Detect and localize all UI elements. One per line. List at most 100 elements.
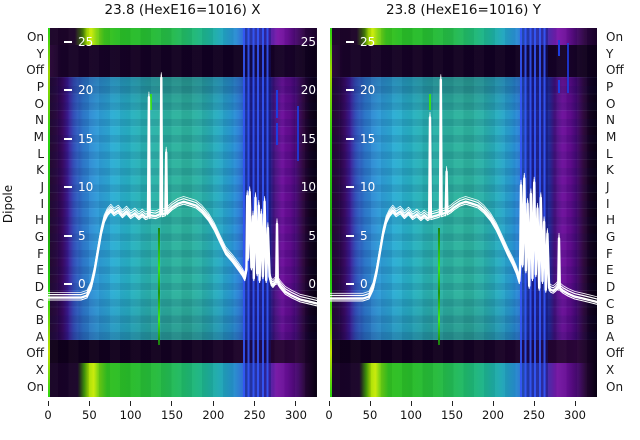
overlay-trace-y [330, 74, 597, 305]
overlay-trace-x [48, 72, 317, 307]
tick-dash [346, 41, 354, 43]
heatmap-bottom-band [330, 363, 597, 397]
row-label: P [36, 79, 44, 94]
tick-dash [346, 234, 354, 237]
x-tick: 150 [437, 401, 467, 429]
value-ticks-right-panel: 25 20 15 10 5 0 [346, 35, 375, 291]
row-label: G [606, 229, 616, 244]
tick-mark [254, 401, 256, 406]
row-label: F [37, 246, 44, 261]
row-label: L [37, 146, 44, 161]
row-label: M [33, 129, 44, 144]
row-labels-left: On Y Off P O N M L K J I H G F E D C B A Off X On [0, 31, 44, 394]
row-label: On [606, 30, 624, 44]
row-label: Y [36, 46, 44, 61]
heatmap-panel-y [330, 28, 597, 397]
heatmap-left-edge-line [48, 28, 50, 397]
row-label: C [35, 296, 44, 311]
row-label: X [35, 363, 44, 378]
x-axis-left-panel: 0 50 100 150 200 250 300 [33, 401, 311, 429]
row-label: K [606, 163, 614, 178]
row-label: G [34, 229, 44, 244]
tick-dash [64, 186, 72, 189]
x-tick: 100 [396, 401, 426, 429]
x-tick: 250 [240, 401, 270, 429]
row-label: O [606, 96, 616, 111]
green-vline-short [150, 94, 152, 110]
row-label: L [606, 146, 613, 161]
row-label: Y [606, 46, 614, 61]
heatmap-column-texture [48, 28, 317, 397]
x-tick: 100 [116, 401, 146, 429]
row-label: N [35, 113, 44, 128]
row-label: Off [606, 346, 624, 361]
value-ticks-left-panel-right-edge: 25 20 15 10 5 0 [296, 35, 316, 291]
value-tick: 15 [64, 132, 93, 146]
x-tick: 300 [560, 401, 590, 429]
tick-mark [295, 401, 297, 406]
row-label: J [606, 179, 610, 194]
green-vline [158, 228, 160, 345]
row-labels-right: On Y Off P O N M L K J I H G F E D C B A Off X On [606, 31, 640, 394]
tick-mark [47, 401, 49, 406]
value-tick: 10 [64, 180, 93, 194]
row-label: I [606, 196, 610, 211]
tick-dash [64, 89, 72, 92]
tick-dash [64, 234, 72, 237]
row-label: F [606, 246, 613, 261]
green-vline-short [429, 94, 431, 110]
tick-mark [328, 401, 330, 406]
row-label: M [606, 129, 617, 144]
value-tick: 15 [300, 131, 316, 146]
row-label: D [34, 279, 44, 294]
row-label: H [606, 213, 616, 228]
row-label: O [34, 96, 44, 111]
x-tick: 300 [281, 401, 311, 429]
blue-dash [276, 90, 278, 118]
heatmap-row-texture [330, 77, 597, 340]
row-label: P [606, 79, 614, 94]
row-label: H [34, 213, 44, 228]
value-tick: 20 [300, 83, 316, 98]
x-tick: 0 [314, 401, 344, 429]
tick-dash [346, 186, 354, 189]
row-label: Off [26, 63, 44, 78]
row-label: Off [26, 346, 44, 361]
value-tick: 10 [300, 180, 316, 195]
value-tick: 25 [300, 35, 316, 49]
tick-mark [451, 401, 453, 406]
tick-mark [574, 401, 576, 406]
tick-mark [369, 401, 371, 406]
value-tick: 20 [346, 83, 375, 97]
heatmap-left-edge-line [330, 28, 332, 397]
row-label: On [26, 379, 44, 394]
blue-dash [276, 123, 278, 145]
tick-dash [64, 282, 72, 285]
value-tick: 15 [346, 132, 375, 146]
tick-dash [64, 41, 72, 43]
value-tick: 5 [346, 229, 375, 243]
tick-mark [171, 401, 173, 406]
green-vline [438, 228, 440, 345]
value-tick: 0 [64, 277, 93, 291]
value-tick: 25 [346, 35, 375, 49]
value-tick: 20 [64, 83, 93, 97]
row-label: X [606, 363, 615, 378]
row-label: Off [606, 63, 624, 78]
value-ticks-left-panel: 25 20 15 10 5 0 [64, 35, 93, 291]
panel-right-title: 23.8 (HexE16=1016) Y [385, 2, 541, 18]
tick-dash [346, 89, 354, 92]
blue-dash [297, 106, 299, 161]
blue-dash [558, 40, 560, 56]
tick-mark [492, 401, 494, 406]
heatmap-bottom-band [48, 363, 317, 397]
value-tick: 10 [346, 180, 375, 194]
x-tick: 200 [198, 401, 228, 429]
tick-mark [88, 401, 90, 406]
tick-dash [346, 137, 354, 140]
row-label: E [606, 263, 614, 278]
row-label: D [606, 279, 616, 294]
tick-mark [533, 401, 535, 406]
row-label: C [606, 296, 615, 311]
